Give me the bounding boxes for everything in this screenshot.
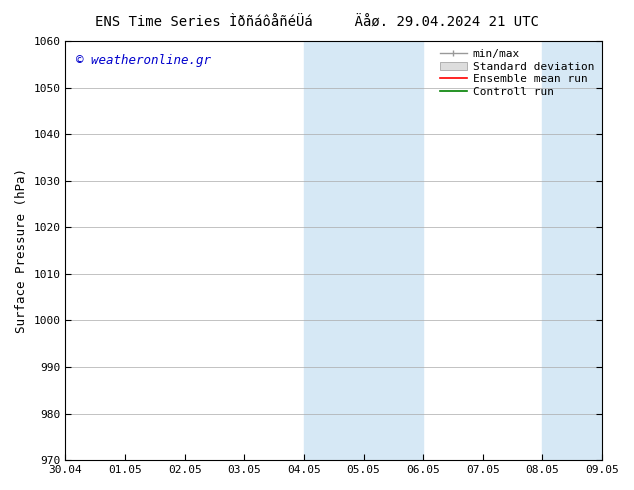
Text: ENS Time Series ÌðñáôåñéÜá     Äåø. 29.04.2024 21 UTC: ENS Time Series ÌðñáôåñéÜá Äåø. 29.04.20… xyxy=(95,15,539,29)
Y-axis label: Surface Pressure (hPa): Surface Pressure (hPa) xyxy=(15,168,28,333)
Text: © weatheronline.gr: © weatheronline.gr xyxy=(76,53,211,67)
Legend: min/max, Standard deviation, Ensemble mean run, Controll run: min/max, Standard deviation, Ensemble me… xyxy=(437,47,597,99)
Bar xyxy=(543,41,634,460)
Bar xyxy=(304,41,424,460)
